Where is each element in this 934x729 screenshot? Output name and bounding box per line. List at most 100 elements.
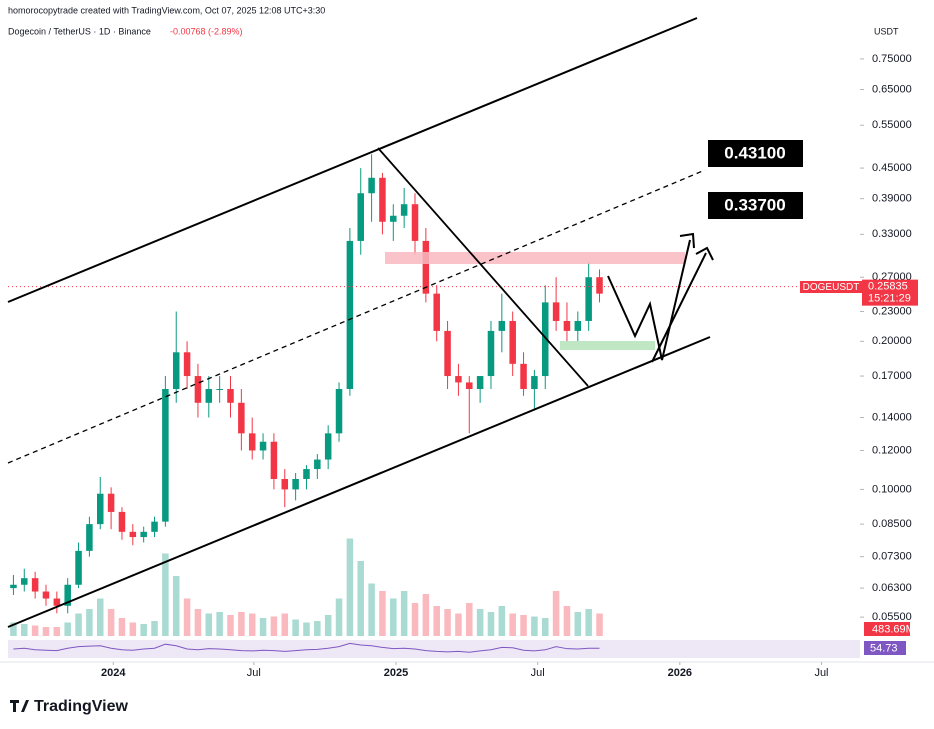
volume-bar xyxy=(563,606,571,636)
candle-body xyxy=(64,584,71,606)
volume-bar xyxy=(498,606,506,636)
volume-bar xyxy=(531,616,538,636)
volume-label: 483.69M xyxy=(872,623,915,635)
volume-bar xyxy=(129,622,137,636)
ticker: DOGEUSDT xyxy=(803,282,860,293)
volume-bar xyxy=(552,591,560,636)
candle-body xyxy=(531,376,538,389)
marks xyxy=(8,154,860,653)
candle-body xyxy=(53,598,61,606)
candle-body xyxy=(509,320,516,364)
y-tick-label: 0.55000 xyxy=(872,119,912,131)
volume-bar xyxy=(335,598,343,636)
volume-tag xyxy=(864,622,910,636)
volume-bar xyxy=(216,612,223,636)
last-price: 0.25835 xyxy=(868,281,908,293)
target-label: 0.33700 xyxy=(724,195,785,214)
channel-bottom xyxy=(7,336,711,628)
candle-body xyxy=(563,320,571,331)
volume-bar xyxy=(487,612,495,636)
candle-body xyxy=(86,524,93,551)
volume-bar xyxy=(21,624,28,636)
rsi-tag xyxy=(864,641,906,655)
volume-bar xyxy=(324,615,332,636)
candle-body xyxy=(227,388,234,403)
candle-body xyxy=(400,204,408,216)
volume-bar xyxy=(107,609,115,636)
brand: TradingView xyxy=(34,698,129,715)
candle-body xyxy=(140,531,147,538)
logo-icon xyxy=(10,700,29,712)
candle-body xyxy=(335,388,343,434)
candle-body xyxy=(118,511,126,532)
candle-body xyxy=(390,215,397,222)
candle-body xyxy=(270,441,278,479)
candle-body xyxy=(596,277,603,294)
volume-bar xyxy=(10,622,17,636)
volume-bar xyxy=(346,538,354,636)
candle-body xyxy=(172,352,180,389)
candle-body xyxy=(444,330,451,377)
candle-body xyxy=(357,193,364,241)
candle-body xyxy=(194,376,202,403)
channel-top xyxy=(7,17,698,303)
y-tick-label: 0.12000 xyxy=(872,444,912,456)
candle-body xyxy=(379,177,386,222)
logo: TradingView xyxy=(10,698,129,715)
projection-path xyxy=(651,252,707,363)
volume-bar xyxy=(509,613,516,636)
volume-bar xyxy=(162,553,169,636)
currency: USDT xyxy=(874,26,899,36)
target-label: 0.43100 xyxy=(724,143,785,162)
candle-body xyxy=(303,469,310,479)
x-tick-label: Jul xyxy=(814,667,828,679)
volume-bar xyxy=(476,609,484,636)
arrow-head xyxy=(679,232,695,249)
candle-body xyxy=(42,591,50,599)
volume-bar xyxy=(390,598,397,636)
volume-bar xyxy=(86,609,93,636)
volume-bar xyxy=(238,612,245,636)
candle-body xyxy=(314,459,321,470)
volume-bar xyxy=(520,615,527,636)
candle-body xyxy=(433,293,440,331)
candle-body xyxy=(162,388,169,522)
candle-body xyxy=(21,578,28,585)
volume-bar xyxy=(259,618,267,636)
volume-bar xyxy=(227,615,234,636)
volume-bar xyxy=(422,594,430,636)
candle-body xyxy=(10,584,17,589)
y-tick-label: 0.20000 xyxy=(872,335,912,347)
y-tick-label: 0.10000 xyxy=(872,483,912,495)
channel-mid xyxy=(7,169,706,464)
change: -0.00768 (-2.89%) xyxy=(170,26,243,36)
volume-bar xyxy=(140,624,147,636)
resistance-zone xyxy=(385,252,685,264)
candle-body xyxy=(292,478,299,490)
header: homorocopytrade created with TradingView… xyxy=(8,5,325,15)
x-tick-label: 2026 xyxy=(668,667,692,679)
candle-body xyxy=(75,550,82,585)
volume-bar xyxy=(64,622,71,636)
rsi-label: 54.73 xyxy=(870,642,898,654)
candle-body xyxy=(96,493,104,525)
volume-bar xyxy=(194,609,202,636)
candle-body xyxy=(151,521,158,532)
downtrend-line xyxy=(377,147,589,387)
volume-bar xyxy=(444,609,451,636)
candle-body xyxy=(368,177,375,194)
volume-bar xyxy=(596,613,603,636)
volume-bar xyxy=(433,606,440,636)
y-tick-label: 0.75000 xyxy=(872,53,912,65)
volume-bar xyxy=(368,583,375,636)
volume-bar xyxy=(270,616,278,636)
projection-path xyxy=(607,239,691,361)
candle-body xyxy=(107,493,115,512)
candle-body xyxy=(183,352,191,377)
candle-body xyxy=(520,363,527,389)
volume-bar xyxy=(541,618,549,636)
volume-bar xyxy=(96,598,104,636)
ticker-tag xyxy=(800,281,862,293)
